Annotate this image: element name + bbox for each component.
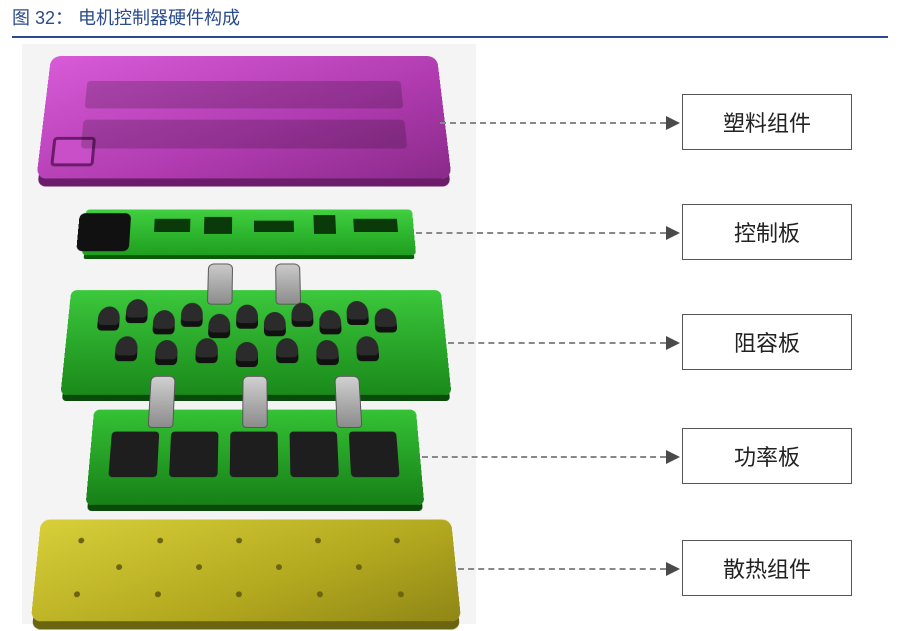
rc-board-capacitor [276,338,299,363]
control-board-connector [76,213,131,251]
rc-board-capacitor [236,342,258,367]
arrow-head-rc [666,336,680,350]
rc-board-capacitor [346,301,369,325]
label-text: 阻容板 [734,326,800,358]
component-plastic-cover [44,50,444,180]
rc-board-capacitor [264,312,286,336]
heatsink-hole [317,591,323,597]
rc-board-capacitor [152,310,175,334]
power-board-pcb [86,410,425,505]
heatsink-hole [356,564,362,570]
figure-prefix: 图 32： [12,8,73,28]
rc-board-capacitor [356,336,380,361]
arrow-line-plastic [440,122,666,124]
rc-board-cylinder [275,264,301,305]
control-board-chip [254,221,294,232]
power-board-cylinder [334,376,362,428]
figure-title-text: 电机控制器硬件构成 [78,8,240,28]
rc-board-capacitor [236,305,258,329]
power-board-cylinder [148,376,176,428]
label-text: 功率板 [734,440,800,472]
control-board-chip [154,219,190,232]
heatsink-hole [155,591,161,597]
rc-board-capacitor [208,314,230,338]
arrow-head-heatsink [666,562,680,576]
heatsink-hole [157,538,163,544]
label-plastic: 塑料组件 [682,94,852,150]
heatsink-hole [315,538,321,544]
power-board-module [290,432,339,478]
rc-board-capacitor [374,308,397,332]
heatsink-hole [74,591,81,597]
heatsink-hole [276,564,282,570]
power-board-module [349,432,400,478]
heatsink-hole [394,538,400,544]
rc-board-capacitor [316,340,339,365]
heatsink-hole [236,538,242,544]
power-board-module [169,432,218,478]
rc-board-cylinder [207,264,233,305]
figure-title: 图 32： 电机控制器硬件构成 [12,4,888,38]
rc-board-capacitor [155,340,178,365]
arrow-line-control [416,232,666,234]
rc-board-capacitor [181,303,204,327]
power-board-module [108,432,159,478]
power-board-cylinder [242,376,268,428]
plastic-cover-connector-cutout [50,137,96,166]
heatsink-hole [78,538,84,544]
rc-board-capacitor [195,338,218,363]
heatsink-hole [116,564,122,570]
arrow-head-control [666,226,680,240]
heatsink-hole [398,591,405,597]
arrow-head-power [666,450,680,464]
rc-board-capacitor [291,303,313,327]
control-board-chip [313,215,336,234]
heatsink-hole [196,564,202,570]
rc-board-capacitor [319,310,342,334]
label-heatsink: 散热组件 [682,540,852,596]
label-text: 控制板 [734,216,800,248]
arrow-line-rc [448,342,666,344]
power-board-module [230,432,279,478]
heatsink-hole [236,591,242,597]
control-board-chip [353,219,398,232]
rc-board-capacitor [114,336,138,361]
label-control: 控制板 [682,204,852,260]
label-power: 功率板 [682,428,852,484]
component-control-board [84,208,414,256]
arrow-line-power [422,456,666,458]
rc-board-capacitor [125,299,148,323]
label-text: 散热组件 [723,552,811,584]
arrow-head-plastic [666,116,680,130]
diagram-area: 塑料组件 控制板 阻容板 功率板 散热组件 [22,44,876,624]
label-rc: 阻容板 [682,314,852,370]
control-board-chip [204,217,232,234]
component-power-board [90,406,420,506]
label-text: 塑料组件 [723,106,811,138]
control-board-pcb [82,209,416,255]
plastic-cover-body [36,56,451,178]
heatsink-body [31,519,461,621]
rc-board-capacitor [97,306,121,330]
component-heatsink [36,516,456,622]
arrow-line-heatsink [458,568,666,570]
